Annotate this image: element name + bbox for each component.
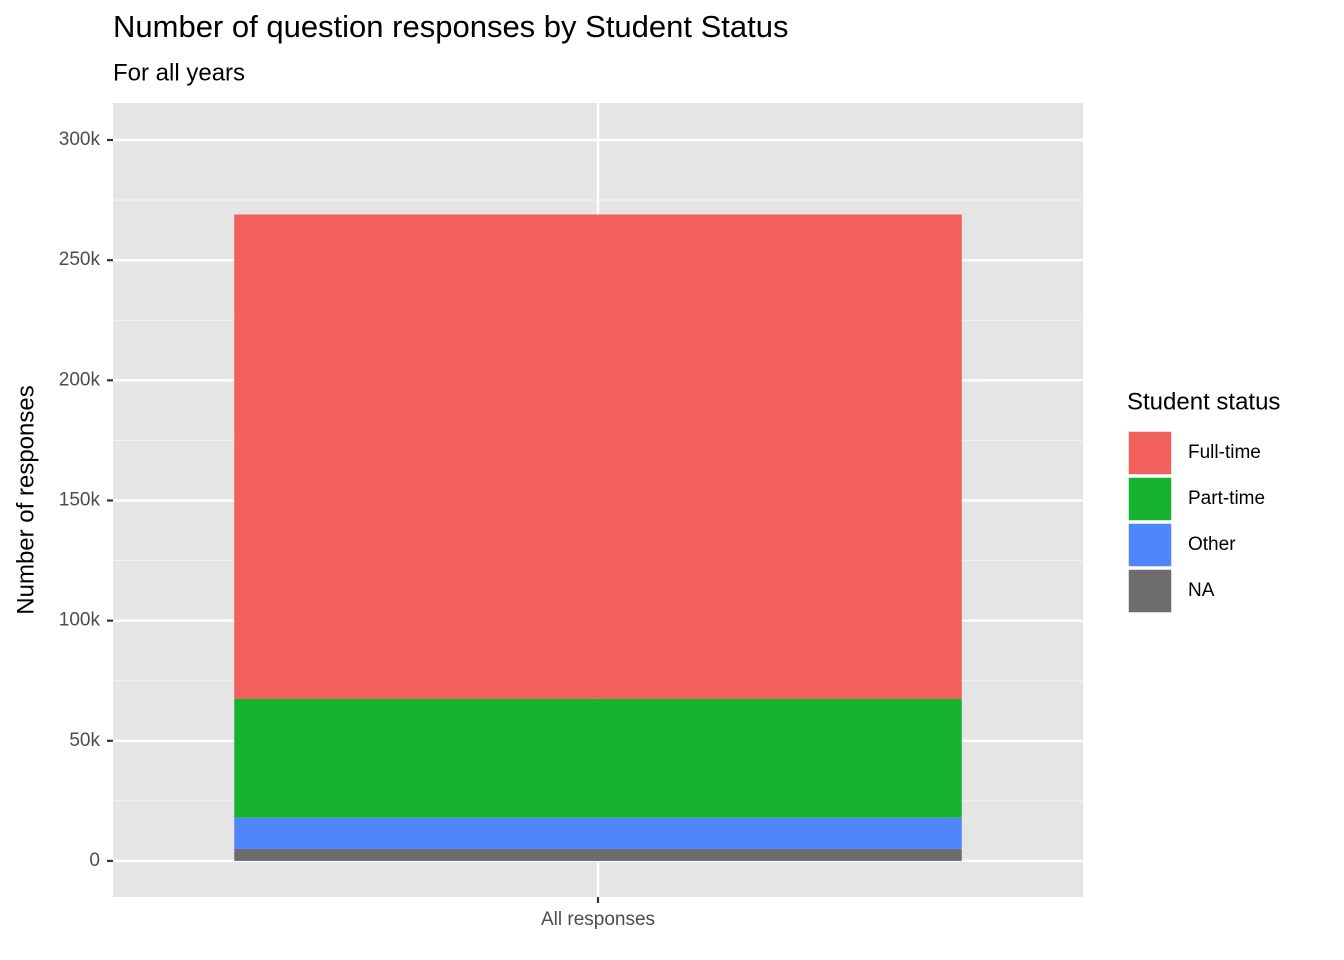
y-axis-label: Number of responses (12, 385, 39, 614)
legend-key (1127, 522, 1173, 568)
y-tick-label: 150k (59, 489, 101, 510)
bar-segment (234, 698, 962, 818)
y-tick-label: 250k (59, 249, 101, 270)
bar-segment (234, 848, 962, 861)
legend-key (1127, 568, 1173, 614)
y-tick-label: 50k (69, 730, 100, 751)
y-tick-label: 100k (59, 610, 101, 631)
y-tick-label: 300k (59, 129, 101, 150)
legend-label: Part-time (1188, 488, 1265, 509)
legend-key (1127, 430, 1173, 476)
chart-subtitle: For all years (113, 59, 245, 86)
chart-title: Number of question responses by Student … (113, 9, 789, 44)
x-tick-label: All responses (541, 909, 655, 930)
y-tick-label: 0 (89, 850, 100, 871)
legend-label: Other (1188, 534, 1236, 555)
legend-label: NA (1188, 580, 1215, 601)
y-tick-label: 200k (59, 369, 101, 390)
legend-key (1127, 476, 1173, 522)
legend-title: Student status (1127, 388, 1280, 415)
bar-segment (234, 817, 962, 849)
legend-label: Full-time (1188, 442, 1261, 463)
bar-segment (234, 214, 962, 699)
